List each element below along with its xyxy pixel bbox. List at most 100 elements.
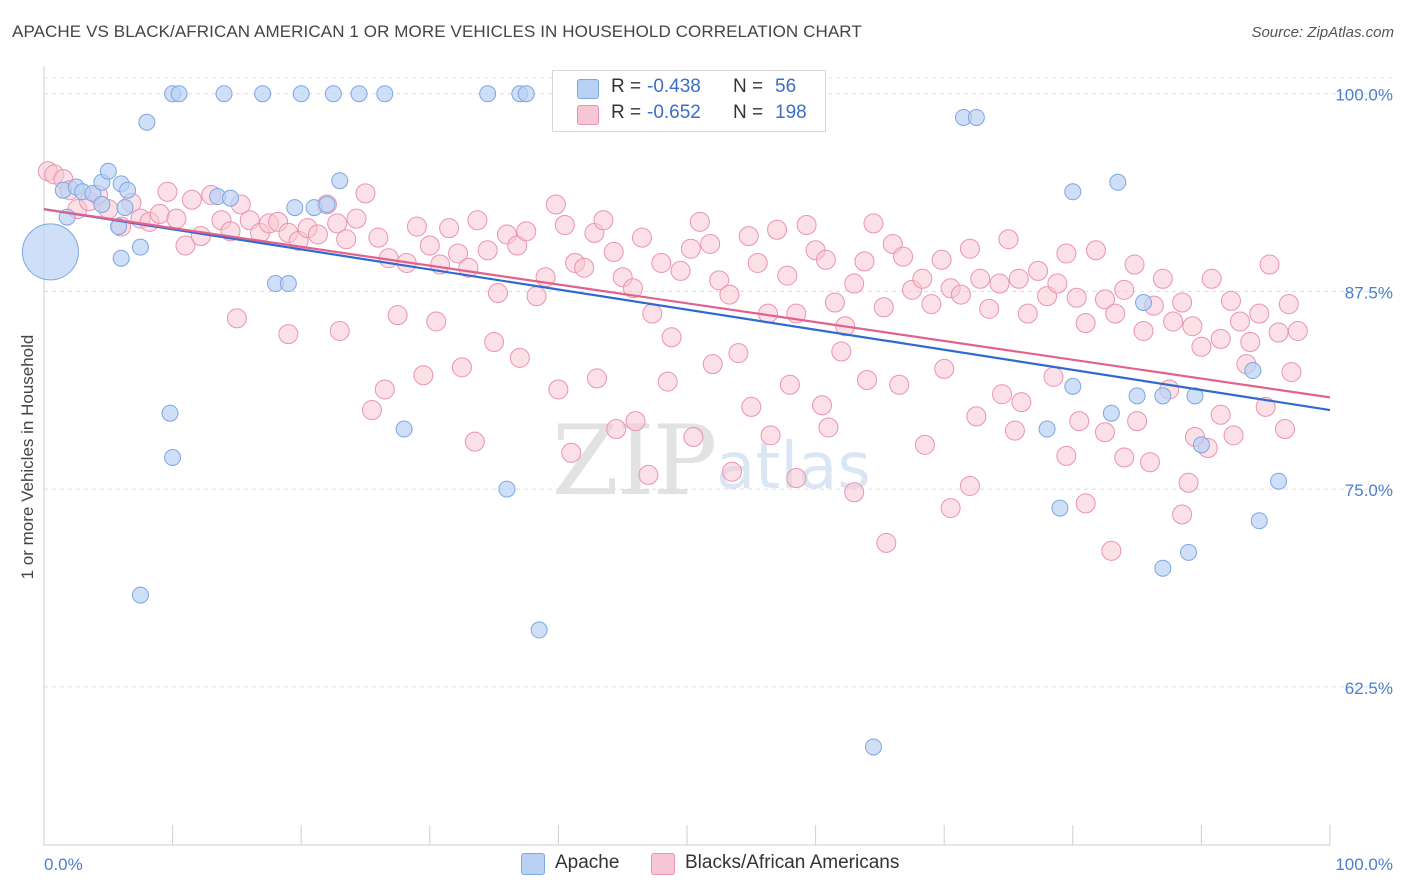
data-point-blacks (747, 252, 768, 273)
data-point-apache (254, 85, 272, 103)
data-point-apache (131, 238, 149, 256)
data-point-blacks (1047, 273, 1068, 294)
data-point-blacks (966, 406, 987, 427)
data-point-blacks (741, 396, 762, 417)
data-point-blacks (1274, 419, 1295, 440)
series-legend: Apache Blacks/African Americans (0, 850, 1406, 878)
data-point-apache (498, 480, 516, 498)
data-point-apache (221, 189, 239, 207)
data-point-blacks (1127, 411, 1148, 432)
data-point-blacks (561, 442, 582, 463)
data-point-apache (1270, 472, 1288, 490)
data-point-apache (318, 195, 336, 213)
series-blacks-points (37, 161, 1308, 561)
axis-labels: 100.0% 87.5% 75.0% 62.5% 0.0% 100.0% 1 or more… (18, 86, 1393, 874)
data-point-blacks (876, 532, 897, 553)
data-point-apache (1192, 436, 1210, 454)
legend-swatch-blacks (577, 105, 599, 125)
data-point-blacks (477, 240, 498, 261)
data-point-blacks (355, 183, 376, 204)
data-point-apache (286, 199, 304, 217)
data-point-blacks (657, 371, 678, 392)
data-point-blacks (1105, 303, 1126, 324)
data-point-apache (93, 195, 111, 213)
data-point-blacks (914, 434, 935, 455)
data-point-blacks (413, 365, 434, 386)
data-point-blacks (1240, 332, 1261, 353)
data-point-apache (138, 113, 156, 131)
data-point-blacks (1220, 290, 1241, 311)
data-point-blacks (680, 238, 701, 259)
data-point-blacks (1017, 303, 1038, 324)
legend-r-value: -0.652 (647, 102, 701, 123)
data-point-blacks (631, 227, 652, 248)
data-point-blacks (1172, 292, 1193, 313)
data-point-blacks (149, 203, 170, 224)
data-point-blacks (426, 311, 447, 332)
data-point-blacks (361, 400, 382, 421)
data-point-blacks (1268, 322, 1289, 343)
data-point-blacks (336, 229, 357, 250)
data-point-blacks (1075, 313, 1096, 334)
y-axis-title: 1 or more Vehicles in Household (18, 335, 37, 580)
data-point-blacks (873, 297, 894, 318)
data-point-apache (395, 420, 413, 438)
correlation-legend: R = -0.438 N = 56 R = -0.652 N = 198 (552, 70, 826, 132)
trend-line-apache (43, 208, 1331, 412)
data-point-blacks (1178, 472, 1199, 493)
data-point-blacks (661, 327, 682, 348)
data-point-blacks (683, 426, 704, 447)
data-point-apache (350, 85, 368, 103)
data-point-apache (1250, 512, 1268, 530)
data-point-blacks (992, 384, 1013, 405)
data-point-blacks (1133, 320, 1154, 341)
data-point-blacks (1094, 422, 1115, 443)
legend-r-value: -0.438 (647, 76, 701, 97)
data-point-blacks (1043, 366, 1064, 387)
legend-n-label: N = (733, 76, 764, 97)
data-point-apache (1064, 183, 1082, 201)
data-point-blacks (545, 194, 566, 215)
data-point-apache (170, 85, 188, 103)
data-point-blacks (1124, 254, 1145, 275)
legend-n-value: 198 (775, 102, 807, 123)
data-point-blacks (1278, 294, 1299, 315)
data-point-apache (967, 108, 985, 126)
data-point-blacks (760, 425, 781, 446)
data-point-blacks (786, 468, 807, 489)
data-point-blacks (1210, 328, 1231, 349)
x-tick-label: 100.0% (1335, 855, 1393, 874)
data-point-blacks (1094, 289, 1115, 310)
legend-label-apache: Apache (555, 852, 620, 873)
data-point-apache (331, 172, 349, 190)
data-point-blacks (844, 482, 865, 503)
data-point-blacks (1101, 540, 1122, 561)
data-point-blacks (931, 249, 952, 270)
data-point-apache (84, 184, 102, 202)
data-point-apache (21, 223, 79, 281)
data-point-apache (1180, 543, 1198, 561)
data-point-blacks (959, 475, 980, 496)
data-point-blacks (1281, 362, 1302, 383)
data-point-blacks (689, 211, 710, 232)
data-point-blacks (709, 270, 730, 291)
data-point-blacks (844, 273, 865, 294)
data-point-blacks (622, 278, 643, 299)
data-point-apache (1109, 173, 1127, 191)
data-point-blacks (1182, 316, 1203, 337)
y-tick-label: 87.5% (1345, 283, 1393, 302)
data-point-blacks (374, 379, 395, 400)
data-point-blacks (1229, 311, 1250, 332)
data-point-blacks (346, 208, 367, 229)
data-point-blacks (464, 431, 485, 452)
data-point-blacks (226, 308, 247, 329)
data-point-apache (112, 249, 130, 267)
legend-swatch-apache (521, 853, 545, 875)
data-point-apache (864, 738, 882, 756)
data-point-blacks (796, 215, 817, 235)
legend-r-label: R = (611, 76, 642, 97)
data-point-blacks (181, 189, 202, 210)
data-point-blacks (700, 233, 721, 254)
data-point-blacks (854, 251, 875, 272)
